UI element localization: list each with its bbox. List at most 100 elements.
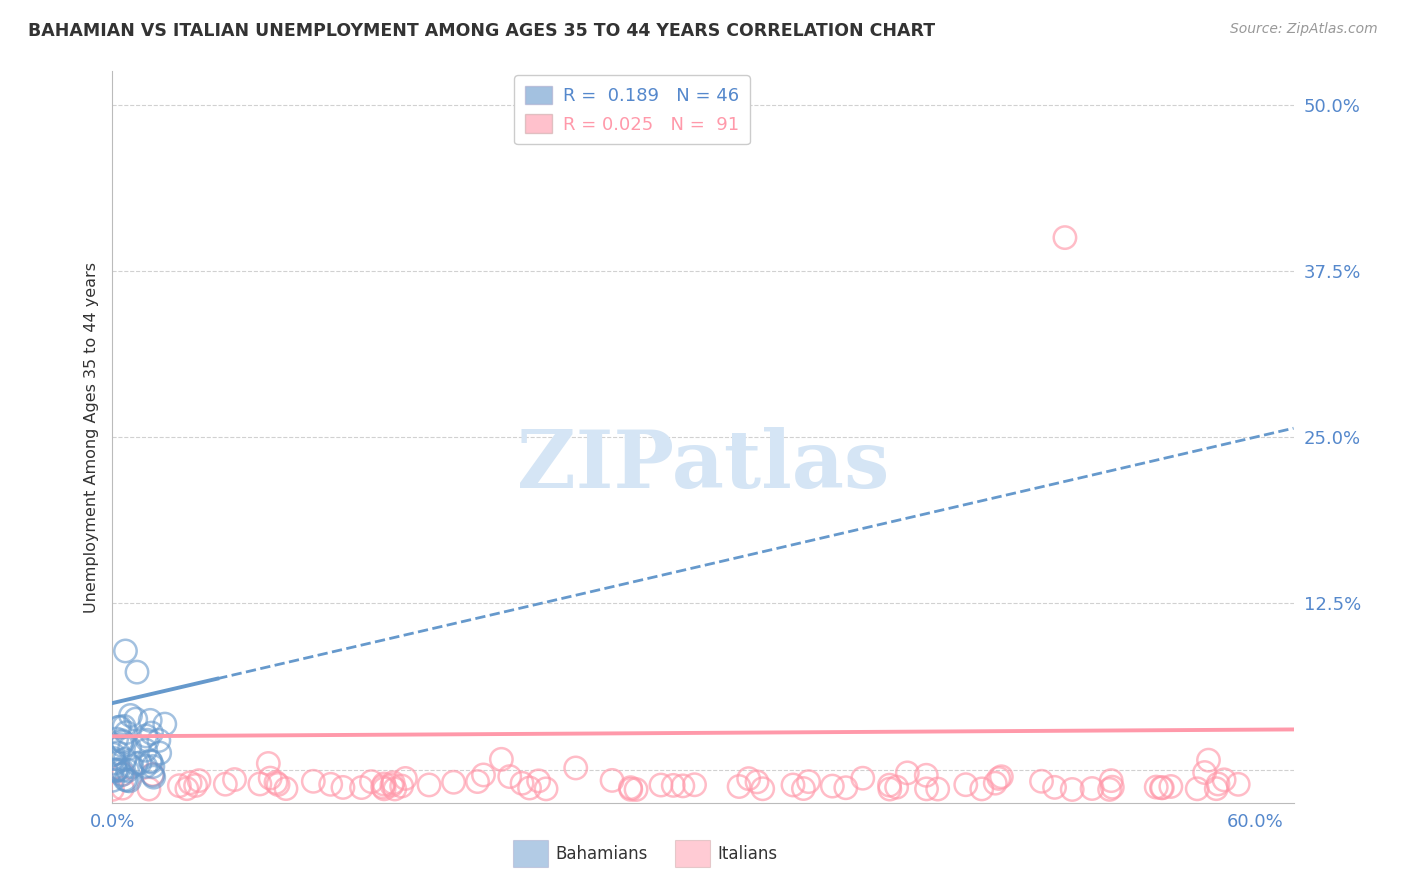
Point — [886, 780, 908, 794]
Point — [1205, 781, 1227, 796]
Point — [683, 778, 706, 792]
Point — [1062, 782, 1084, 797]
Point — [927, 782, 949, 797]
Point — [125, 665, 148, 679]
Point — [176, 781, 198, 796]
Point — [1081, 781, 1104, 796]
Point — [111, 764, 134, 778]
Point — [879, 778, 901, 792]
Point — [135, 759, 157, 773]
Point — [782, 778, 804, 792]
Point — [179, 776, 201, 790]
Point — [104, 756, 127, 770]
Point — [114, 644, 136, 658]
Point — [1152, 780, 1174, 795]
Point — [118, 773, 141, 788]
Point — [350, 780, 373, 795]
Point — [153, 717, 176, 731]
Point — [1101, 780, 1123, 794]
Point — [112, 735, 135, 749]
Text: Bahamians: Bahamians — [555, 845, 648, 863]
Point — [381, 778, 404, 792]
Point — [107, 746, 129, 760]
Point — [125, 712, 148, 726]
Point — [101, 773, 124, 788]
Point — [619, 780, 641, 795]
Point — [1187, 781, 1209, 796]
Point — [1043, 780, 1066, 795]
Point — [117, 764, 139, 778]
Y-axis label: Unemployment Among Ages 35 to 44 years: Unemployment Among Ages 35 to 44 years — [83, 261, 98, 613]
Point — [519, 780, 541, 795]
Point — [184, 779, 207, 793]
Point — [125, 756, 148, 771]
Point — [1227, 777, 1250, 791]
Point — [970, 781, 993, 796]
Point — [418, 778, 440, 792]
Point — [391, 779, 413, 793]
Point — [319, 777, 342, 791]
Point — [135, 743, 157, 757]
Point — [148, 733, 170, 747]
Point — [120, 708, 142, 723]
Point — [394, 772, 416, 786]
Point — [139, 714, 162, 728]
Point — [371, 780, 394, 794]
Point — [107, 762, 129, 776]
Point — [984, 776, 1007, 790]
Point — [1194, 765, 1216, 780]
Text: ZIPatlas: ZIPatlas — [517, 427, 889, 506]
Point — [1144, 780, 1167, 794]
Point — [169, 779, 191, 793]
Point — [115, 725, 138, 739]
Point — [110, 738, 132, 752]
Point — [672, 779, 695, 793]
Point — [115, 773, 138, 788]
Point — [101, 782, 124, 797]
Point — [129, 756, 152, 770]
Point — [915, 781, 938, 796]
Point — [267, 777, 290, 791]
Point — [111, 733, 134, 747]
Point — [737, 772, 759, 786]
Point — [1198, 753, 1220, 767]
Point — [302, 774, 325, 789]
Point — [955, 778, 977, 792]
Point — [111, 768, 134, 782]
Point — [114, 752, 136, 766]
Point — [332, 780, 354, 795]
Point — [624, 782, 647, 797]
Point — [1206, 777, 1229, 791]
Point — [797, 774, 820, 789]
Point — [107, 720, 129, 734]
Point — [745, 775, 768, 789]
Legend: R =  0.189   N = 46, R = 0.025   N =  91: R = 0.189 N = 46, R = 0.025 N = 91 — [515, 75, 749, 145]
Point — [1053, 230, 1076, 244]
Point — [224, 772, 246, 787]
Point — [467, 774, 489, 789]
Point — [139, 755, 162, 769]
Text: Italians: Italians — [717, 845, 778, 863]
Point — [751, 781, 773, 796]
Point — [112, 719, 135, 733]
Point — [472, 768, 495, 782]
Point — [121, 759, 143, 773]
Point — [139, 754, 162, 768]
Point — [142, 759, 165, 773]
Point — [821, 779, 844, 793]
Point — [136, 733, 159, 747]
Point — [620, 782, 643, 797]
Point — [879, 782, 901, 797]
Point — [103, 747, 125, 762]
Point — [1099, 773, 1122, 788]
Point — [373, 781, 395, 796]
Point — [142, 770, 165, 784]
Point — [443, 775, 465, 789]
Point — [499, 770, 522, 784]
Point — [1213, 772, 1236, 787]
Point — [600, 773, 623, 788]
Point — [835, 780, 858, 795]
Point — [915, 768, 938, 782]
Point — [382, 775, 405, 789]
Point — [135, 729, 157, 743]
